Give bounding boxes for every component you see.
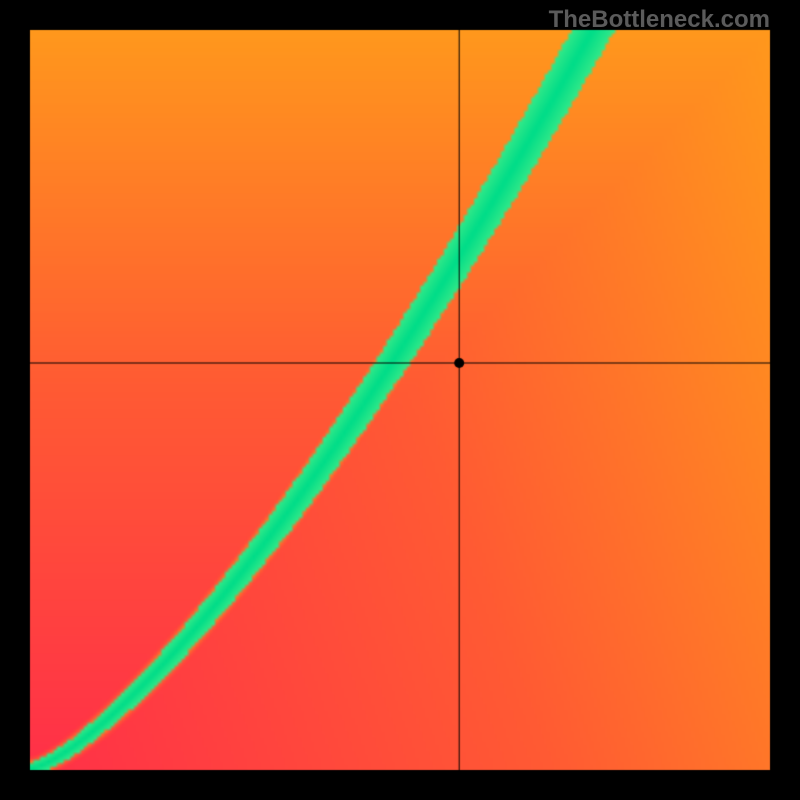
bottleneck-heatmap <box>0 0 800 800</box>
chart-container: TheBottleneck.com <box>0 0 800 800</box>
watermark-text: TheBottleneck.com <box>549 6 770 34</box>
